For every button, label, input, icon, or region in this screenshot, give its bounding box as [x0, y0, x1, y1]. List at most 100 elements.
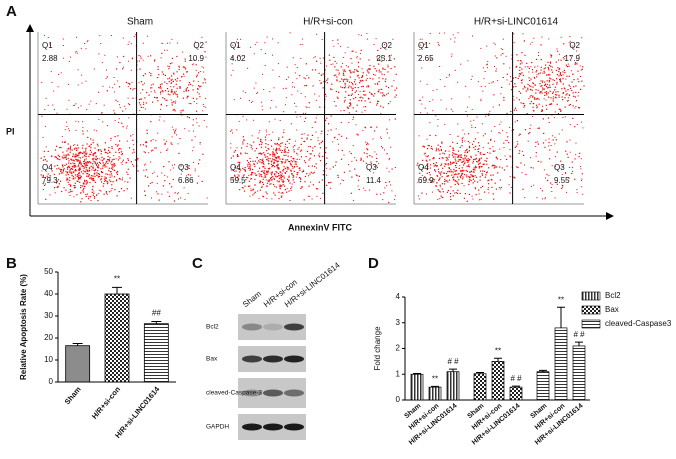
event-dot — [167, 192, 168, 193]
event-dot — [292, 161, 293, 162]
event-dot — [544, 169, 545, 170]
event-dot — [316, 188, 317, 189]
event-dot — [341, 66, 342, 67]
event-dot — [538, 55, 539, 56]
event-dot — [193, 147, 194, 148]
event-dot — [360, 91, 361, 92]
event-dot — [119, 156, 120, 157]
event-dot — [316, 168, 317, 169]
event-dot — [78, 147, 79, 148]
event-dot — [519, 91, 520, 92]
event-dot — [64, 165, 65, 166]
event-dot — [493, 175, 494, 176]
event-dot — [149, 95, 150, 96]
event-dot — [558, 75, 559, 76]
event-dot — [390, 101, 391, 102]
event-dot — [147, 133, 148, 134]
event-dot — [120, 107, 121, 108]
event-dot — [516, 54, 517, 55]
event-dot — [86, 176, 87, 177]
event-dot — [231, 130, 232, 131]
event-dot — [573, 92, 574, 93]
event-dot — [376, 158, 377, 159]
event-dot — [430, 33, 431, 34]
event-dot — [374, 93, 375, 94]
event-dot — [442, 176, 443, 177]
event-dot — [385, 79, 386, 80]
event-dot — [77, 160, 78, 161]
event-dot — [141, 81, 142, 82]
event-dot — [389, 171, 390, 172]
event-dot — [235, 150, 236, 151]
event-dot — [296, 117, 297, 118]
event-dot — [144, 165, 145, 166]
event-dot — [80, 169, 81, 170]
event-dot — [205, 98, 206, 99]
event-dot — [264, 170, 265, 171]
arrow-head — [606, 212, 614, 220]
event-dot — [352, 63, 353, 64]
event-dot — [570, 104, 571, 105]
event-dot — [175, 94, 176, 95]
event-dot — [418, 196, 419, 197]
event-dot — [469, 177, 470, 178]
event-dot — [82, 145, 83, 146]
event-dot — [447, 171, 448, 172]
event-dot — [132, 89, 133, 90]
event-dot — [473, 169, 474, 170]
event-dot — [458, 161, 459, 162]
event-dot — [260, 190, 261, 191]
event-dot — [251, 145, 252, 146]
event-dot — [549, 80, 550, 81]
event-dot — [187, 96, 188, 97]
event-dot — [100, 163, 101, 164]
event-dot — [164, 144, 165, 145]
event-dot — [503, 39, 504, 40]
event-dot — [531, 95, 532, 96]
event-dot — [150, 75, 151, 76]
event-dot — [516, 146, 517, 147]
event-dot — [460, 159, 461, 160]
event-dot — [111, 168, 112, 169]
event-dot — [434, 179, 435, 180]
event-dot — [552, 84, 553, 85]
event-dot — [65, 190, 66, 191]
event-dot — [480, 100, 481, 101]
event-dot — [278, 156, 279, 157]
event-dot — [141, 58, 142, 59]
event-dot — [444, 179, 445, 180]
event-dot — [80, 162, 81, 163]
event-dot — [62, 165, 63, 166]
event-dot — [174, 133, 175, 134]
event-dot — [164, 98, 165, 99]
event-dot — [464, 198, 465, 199]
event-dot — [342, 179, 343, 180]
event-dot — [145, 152, 146, 153]
event-dot — [352, 51, 353, 52]
event-dot — [265, 175, 266, 176]
event-dot — [426, 161, 427, 162]
event-dot — [89, 178, 90, 179]
event-dot — [197, 88, 198, 89]
event-dot — [472, 196, 473, 197]
event-dot — [491, 179, 492, 180]
event-dot — [286, 171, 287, 172]
event-dot — [447, 181, 448, 182]
event-dot — [536, 76, 537, 77]
event-dot — [253, 163, 254, 164]
event-dot — [367, 71, 368, 72]
event-dot — [368, 86, 369, 87]
event-dot — [375, 83, 376, 84]
event-dot — [285, 159, 286, 160]
event-dot — [60, 181, 61, 182]
event-dot — [121, 154, 122, 155]
event-dot — [441, 143, 442, 144]
event-dot — [77, 155, 78, 156]
event-dot — [304, 141, 305, 142]
event-dot — [101, 160, 102, 161]
event-dot — [276, 152, 277, 153]
event-dot — [93, 158, 94, 159]
event-dot — [128, 103, 129, 104]
event-dot — [123, 67, 124, 68]
event-dot — [362, 75, 363, 76]
